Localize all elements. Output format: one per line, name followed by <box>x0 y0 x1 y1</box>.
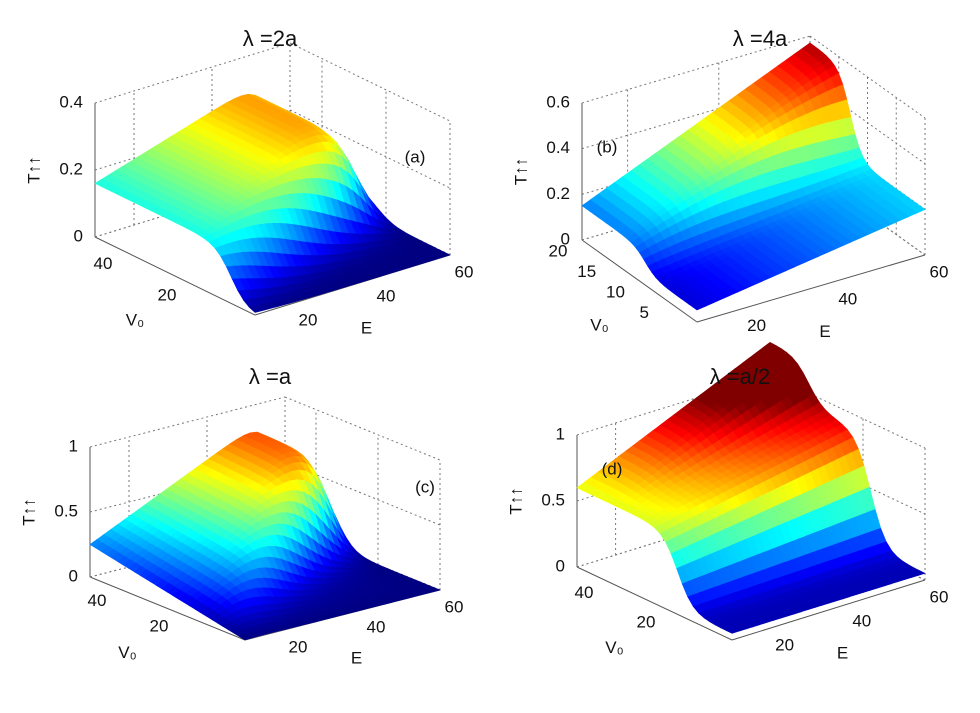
y-tick-label: 20 <box>637 612 656 631</box>
panel-label: (a) <box>405 147 426 166</box>
z-tick-label: 0.4 <box>546 138 570 157</box>
x-tick-label: 60 <box>455 262 474 281</box>
panel: 0 0.5 1 20 40 60 20 40 λ =a/2 (d) V₀ E T↑↑ <box>506 341 949 662</box>
surface <box>581 42 926 311</box>
panel-label: (b) <box>597 137 618 156</box>
x-tick-label: 40 <box>852 611 871 630</box>
z-tick-label: 0 <box>556 556 565 575</box>
z-axis-label: T↑↑ <box>506 487 525 514</box>
x-axis-label: E <box>361 318 372 337</box>
grid-line <box>769 374 926 449</box>
panel: 0 0.2 0.4 0.6 20 40 60 5 10 15 20 λ =4a (b) V₀ E T↑↑ <box>511 26 948 341</box>
y-axis <box>94 236 256 316</box>
grid-line <box>284 396 441 461</box>
z-tick-label: 0.2 <box>59 159 83 178</box>
panel-label: (c) <box>415 477 435 496</box>
surface-patch <box>692 303 706 311</box>
z-axis-label: T↑↑ <box>511 158 530 185</box>
x-axis-label: E <box>819 322 830 341</box>
grid-line <box>576 374 771 436</box>
surface-patch <box>238 633 253 641</box>
x-tick-label: 40 <box>367 617 386 636</box>
y-axis <box>581 239 698 323</box>
surface-patch <box>725 628 740 634</box>
z-tick-label: 0.2 <box>546 184 570 203</box>
z-tick-label: 0.4 <box>59 92 83 111</box>
panel: 0 0.2 0.4 20 40 60 20 40 λ =2a (a) V₀ E T↑↑ <box>24 26 473 338</box>
z-tick-label: 1 <box>556 424 565 443</box>
grid-line <box>94 42 291 104</box>
y-tick-label: 40 <box>88 591 107 610</box>
panel-label: (d) <box>602 459 623 478</box>
z-tick-label: 0 <box>74 226 83 245</box>
y-axis <box>576 566 733 641</box>
grid-line <box>89 396 286 448</box>
y-axis <box>89 576 246 641</box>
surface <box>576 341 926 634</box>
x-tick-label: 40 <box>838 289 857 308</box>
y-tick-label: 20 <box>150 616 169 635</box>
x-tick-label: 20 <box>747 316 766 335</box>
y-tick-label: 15 <box>577 262 596 281</box>
x-axis-label: E <box>351 648 362 667</box>
y-tick-label: 40 <box>94 254 113 273</box>
y-axis-label: V₀ <box>605 638 623 657</box>
x-tick-label: 40 <box>377 286 396 305</box>
z-tick-label: 0 <box>561 229 570 248</box>
x-tick-label: 20 <box>289 637 308 656</box>
chart-title: λ =4a <box>733 26 788 51</box>
panel: 0 0.5 1 20 40 60 20 40 λ =a (c) V₀ E T↑↑ <box>19 364 463 668</box>
y-tick-label: 10 <box>606 282 625 301</box>
surface <box>89 431 441 641</box>
z-tick-label: 0.6 <box>546 92 570 111</box>
z-tick-label: 0.5 <box>54 501 78 520</box>
x-tick-label: 60 <box>930 587 949 606</box>
y-axis-label: V₀ <box>126 310 144 329</box>
chart-title: λ =a/2 <box>710 364 771 389</box>
x-axis <box>731 579 926 641</box>
chart-title: λ =2a <box>243 26 298 51</box>
surface-patch <box>248 305 263 313</box>
y-axis-label: V₀ <box>590 315 608 334</box>
x-tick-label: 20 <box>299 310 318 329</box>
y-tick-label: 20 <box>549 241 568 260</box>
x-tick-label: 20 <box>775 635 794 654</box>
grid-line <box>289 42 451 122</box>
x-axis <box>696 254 926 323</box>
y-tick-label: 5 <box>640 303 649 322</box>
surface <box>94 93 451 313</box>
y-axis-label: V₀ <box>118 643 136 662</box>
z-tick-label: 0.5 <box>541 490 565 509</box>
x-tick-label: 60 <box>930 262 949 281</box>
z-axis-label: T↑↑ <box>24 156 43 183</box>
x-axis-label: E <box>837 643 848 662</box>
chart-title: λ =a <box>249 364 292 389</box>
x-tick-label: 60 <box>445 597 464 616</box>
z-tick-label: 0 <box>69 566 78 585</box>
y-tick-label: 40 <box>575 583 594 602</box>
z-axis-label: T↑↑ <box>19 498 38 525</box>
y-tick-label: 20 <box>158 285 177 304</box>
z-tick-label: 1 <box>69 436 78 455</box>
